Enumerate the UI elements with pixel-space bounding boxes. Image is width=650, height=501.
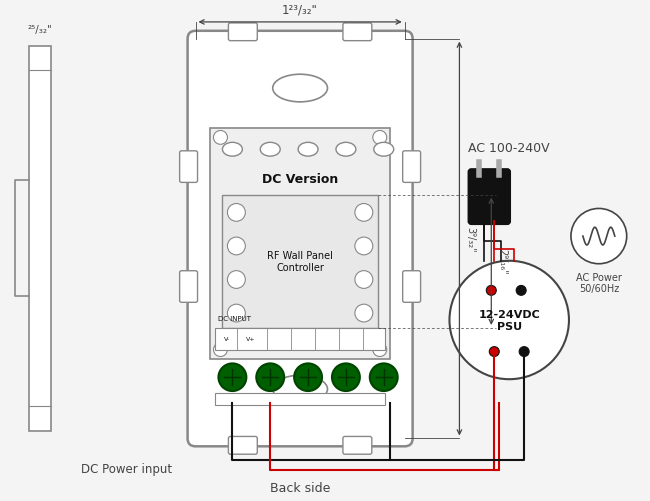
FancyBboxPatch shape [343,24,372,42]
FancyBboxPatch shape [179,271,198,303]
Text: RF Wall Panel
Controller: RF Wall Panel Controller [267,251,333,273]
Text: 3⁹/₃₂": 3⁹/₃₂" [465,226,475,252]
FancyBboxPatch shape [228,436,257,454]
Ellipse shape [222,143,242,157]
Circle shape [449,261,569,379]
Text: 2⁹/₁₆": 2⁹/₁₆" [497,249,507,275]
Text: Back side: Back side [270,481,330,494]
FancyBboxPatch shape [469,170,510,225]
Text: 12-24VDC
PSU: 12-24VDC PSU [478,310,540,331]
Circle shape [373,343,387,357]
Circle shape [227,237,245,256]
Text: DC Power input: DC Power input [81,461,172,474]
FancyBboxPatch shape [215,328,385,350]
FancyBboxPatch shape [343,436,372,454]
Circle shape [227,271,245,289]
Text: AC Power
50/60Hz: AC Power 50/60Hz [576,272,622,294]
Circle shape [355,305,373,322]
Ellipse shape [336,143,356,157]
Text: 1²³/₃₂": 1²³/₃₂" [282,4,318,17]
Circle shape [294,364,322,391]
Text: V+: V+ [246,337,255,342]
FancyBboxPatch shape [29,47,51,431]
Ellipse shape [260,143,280,157]
FancyBboxPatch shape [222,195,378,328]
Circle shape [516,286,526,296]
Circle shape [218,364,246,391]
Circle shape [213,131,228,145]
FancyBboxPatch shape [188,32,413,446]
FancyBboxPatch shape [215,393,385,405]
FancyBboxPatch shape [402,151,421,183]
FancyBboxPatch shape [179,151,198,183]
Circle shape [373,131,387,145]
FancyBboxPatch shape [228,24,257,42]
Text: AC 100-240V: AC 100-240V [469,142,550,155]
Circle shape [519,347,529,357]
Circle shape [227,305,245,322]
FancyBboxPatch shape [211,128,390,360]
Ellipse shape [374,143,394,157]
Circle shape [213,343,228,357]
Circle shape [332,364,360,391]
Text: DC Version: DC Version [262,173,338,186]
Text: DC INPUT: DC INPUT [218,315,252,321]
Circle shape [227,204,245,222]
Ellipse shape [273,376,328,403]
Ellipse shape [298,143,318,157]
Circle shape [256,364,284,391]
Circle shape [355,271,373,289]
Circle shape [571,209,627,264]
Circle shape [370,364,398,391]
Ellipse shape [273,75,328,103]
Text: V-: V- [224,337,231,342]
Circle shape [355,237,373,256]
Circle shape [489,347,499,357]
Circle shape [355,204,373,222]
FancyBboxPatch shape [402,271,421,303]
Circle shape [486,286,496,296]
Text: ²⁵/₃₂": ²⁵/₃₂" [27,25,52,35]
